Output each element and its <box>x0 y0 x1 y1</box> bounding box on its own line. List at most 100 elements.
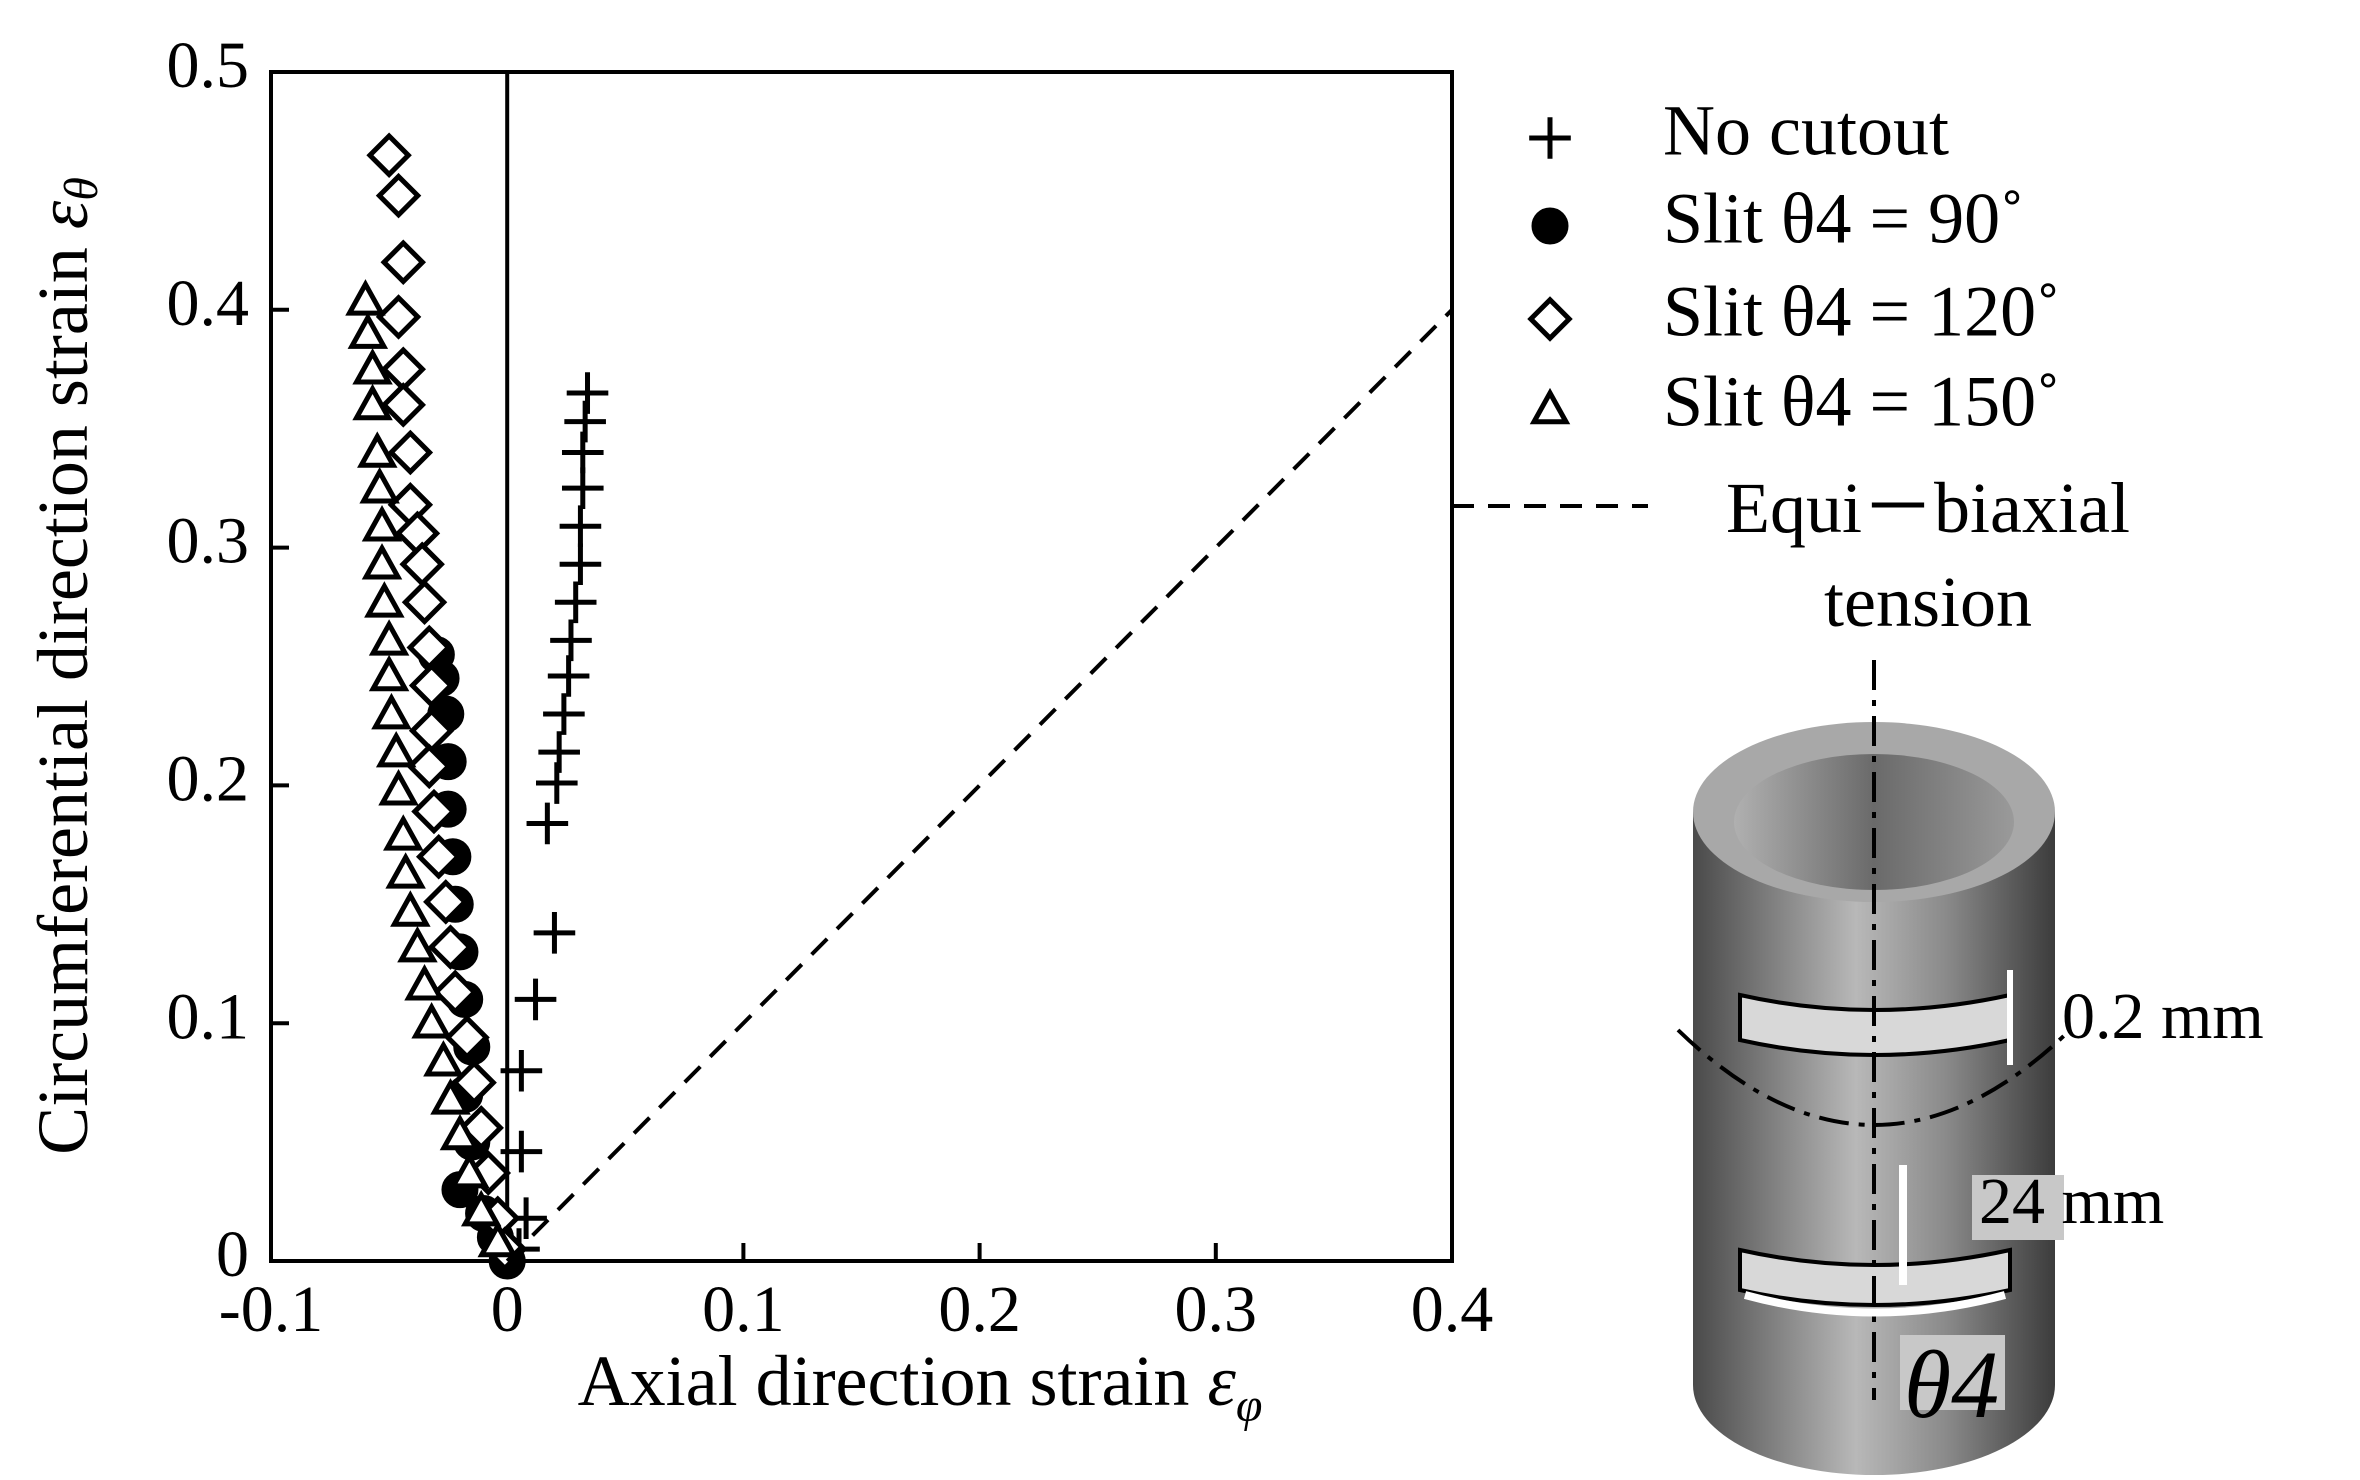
triangle-marker <box>411 1002 452 1039</box>
triangle-marker <box>361 543 403 580</box>
plus-marker <box>559 543 602 586</box>
plus-marker <box>538 731 580 773</box>
y-axis-label: Circumferential direction strain εθ <box>23 177 109 1155</box>
plot-frame <box>269 70 1454 1263</box>
triangle-marker <box>430 1078 471 1115</box>
series <box>345 279 519 1258</box>
annotation: θ4 <box>1904 1331 1999 1438</box>
x-axis-subscript: φ <box>1236 1379 1263 1432</box>
plus-marker <box>500 1049 543 1092</box>
specimen-illustration: 0.2 mm 24 mm θ4 <box>1676 660 2264 1475</box>
y-axis-label-text: Circumferential direction strain <box>23 247 103 1155</box>
y-axis-symbol: ε <box>23 200 103 229</box>
triangle-marker <box>385 852 426 889</box>
series <box>498 372 609 1270</box>
plus-marker <box>533 912 576 954</box>
diamond-marker <box>375 294 422 340</box>
x-axis-symbol: ε <box>1207 1341 1236 1421</box>
legend-marker <box>1529 117 1571 159</box>
diamond-marker <box>432 969 478 1016</box>
triangle-marker <box>383 814 424 851</box>
label-bg <box>1972 1175 2064 1240</box>
diamond-marker <box>423 879 469 925</box>
y-tick-label: 0.4 <box>167 267 250 340</box>
triangle-marker <box>368 619 410 656</box>
series <box>505 308 1454 1263</box>
label-bg <box>1900 1335 2005 1410</box>
x-tick-label: -0.1 <box>219 1273 323 1346</box>
x-tick-label: 0.1 <box>702 1273 785 1346</box>
diamond-marker <box>444 1014 490 1061</box>
plus-marker <box>543 693 585 735</box>
x-tick-label: 0 <box>491 1273 524 1346</box>
triangle-marker <box>357 431 398 468</box>
legend-label: Slit θ4 = 90˚ <box>1663 179 2024 259</box>
diamond-marker <box>387 429 434 476</box>
triangle-marker <box>347 312 389 349</box>
plus-marker <box>547 655 590 697</box>
diamond-marker <box>415 834 462 880</box>
triangle-marker <box>361 505 403 542</box>
plus-marker <box>554 581 597 624</box>
y-tick-label: 0 <box>216 1218 249 1291</box>
legend-marker <box>1529 387 1571 425</box>
plus-marker <box>500 1130 543 1173</box>
annotation: 0.2 mm <box>2062 980 2264 1053</box>
plus-marker <box>550 619 592 662</box>
triangle-marker <box>371 692 412 730</box>
y-tick-label: 0.1 <box>167 980 250 1053</box>
legend-label: Slit θ4 = 150˚ <box>1663 362 2060 442</box>
triangle-marker <box>449 1151 490 1189</box>
triangle-marker <box>368 654 410 692</box>
reference-line <box>505 308 1454 1263</box>
triangle-marker <box>359 467 400 504</box>
y-tick-label: 0.3 <box>167 505 250 578</box>
plus-marker <box>561 467 604 509</box>
x-tick-label: 0.4 <box>1411 1273 1494 1346</box>
x-axis-label: Axial direction strain εφ <box>578 1341 1263 1432</box>
triangle-marker <box>352 348 393 385</box>
series <box>366 132 528 1272</box>
x-axis-label-text: Axial direction strain <box>578 1341 1190 1421</box>
diamond-marker <box>408 662 455 709</box>
triangle-marker <box>364 581 405 618</box>
y-tick-label: 0.5 <box>167 29 250 102</box>
triangle-marker <box>423 1040 464 1077</box>
plus-marker <box>559 505 602 547</box>
diamond-marker <box>427 924 474 970</box>
diamond-marker <box>399 541 445 587</box>
triangle-marker <box>375 730 417 768</box>
x-tick-label: 0.3 <box>1175 1273 1258 1346</box>
plus-marker <box>566 372 609 414</box>
diamond-marker <box>380 239 427 285</box>
center-section-line <box>1676 1028 2072 1127</box>
triangle-marker <box>390 890 431 927</box>
legend-marker <box>1531 207 1569 245</box>
triangle-marker <box>345 279 386 316</box>
plus-marker <box>526 802 569 845</box>
triangle-marker <box>352 383 393 421</box>
legend-label: Slit θ4 = 120˚ <box>1663 272 2060 352</box>
angle-arrow <box>1743 1291 2007 1317</box>
triangle-marker <box>404 964 445 1001</box>
y-tick-label: 0.2 <box>167 743 250 816</box>
triangle-marker <box>439 1113 481 1151</box>
y-axis-subscript: θ <box>55 177 108 201</box>
legend-label: Equi－biaxial tension <box>1726 468 2130 642</box>
triangle-marker <box>460 1189 502 1227</box>
plus-marker <box>514 978 557 1021</box>
diamond-marker <box>380 382 427 428</box>
diamond-marker <box>406 743 452 790</box>
diamond-marker <box>401 579 448 626</box>
diamond-marker <box>411 788 457 835</box>
triangle-marker <box>397 925 438 963</box>
diamond-marker <box>366 132 412 178</box>
legend-label: No cutout <box>1663 91 1949 171</box>
annotation: 24 mm <box>1979 1165 2164 1238</box>
diamond-marker <box>375 172 422 219</box>
x-tick-label: 0.2 <box>938 1273 1021 1346</box>
cylinder-bore <box>1734 754 2014 890</box>
legend-marker <box>1527 296 1573 342</box>
